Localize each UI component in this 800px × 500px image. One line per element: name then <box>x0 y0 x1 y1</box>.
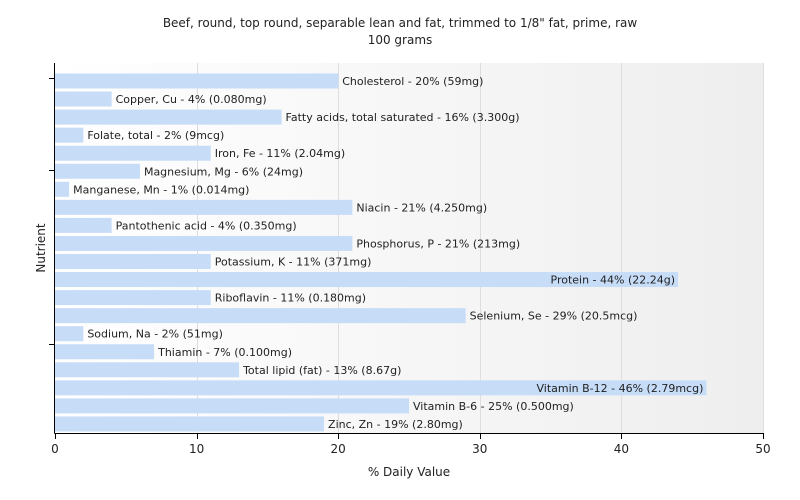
x-tick-label: 50 <box>755 442 770 456</box>
bar <box>55 326 84 342</box>
bar-label: Magnesium, Mg - 6% (24mg) <box>144 165 303 178</box>
bar <box>55 380 707 396</box>
bar-label: Vitamin B-12 - 46% (2.79mcg) <box>536 382 703 395</box>
bar <box>55 199 353 215</box>
bar-label: Total lipid (fat) - 13% (8.67g) <box>242 364 401 377</box>
bar <box>55 398 409 414</box>
bar-label: Iron, Fe - 11% (2.04mg) <box>215 147 345 160</box>
bar-label: Selenium, Se - 29% (20.5mcg) <box>470 310 638 323</box>
bar <box>55 344 155 360</box>
bar-label: Phosphorus, P - 21% (213mg) <box>356 237 520 250</box>
bar-label: Pantothenic acid - 4% (0.350mg) <box>116 219 297 232</box>
bar <box>55 235 353 251</box>
bar-label: Manganese, Mn - 1% (0.014mg) <box>73 183 249 196</box>
x-tick-label: 10 <box>189 442 204 456</box>
x-tick-label: 20 <box>331 442 346 456</box>
chart-title: Beef, round, top round, separable lean a… <box>163 16 638 30</box>
bar-label: Zinc, Zn - 19% (2.80mg) <box>328 418 463 431</box>
axes: 0 10 20 30 40 50 <box>49 63 771 456</box>
bars: Cholesterol - 20% (59mg) Copper, Cu - 4% … <box>55 73 707 432</box>
bar-label: Protein - 44% (22.24g) <box>551 274 676 287</box>
bar-label: Thiamin - 7% (0.100mg) <box>157 346 292 359</box>
bar <box>55 91 112 107</box>
x-tick-label: 0 <box>51 442 59 456</box>
bar <box>55 181 70 197</box>
bar <box>55 308 466 324</box>
bar <box>55 290 211 306</box>
bar <box>55 145 211 161</box>
bar-label: Cholesterol - 20% (59mg) <box>342 75 483 88</box>
x-tick-label: 30 <box>472 442 487 456</box>
bar <box>55 163 140 179</box>
bar <box>55 362 240 378</box>
bar <box>55 73 339 89</box>
x-axis-label: % Daily Value <box>368 465 450 479</box>
chart-subtitle: 100 grams <box>368 33 433 47</box>
x-tick-label: 40 <box>614 442 629 456</box>
bar <box>55 217 112 233</box>
y-axis-label: Nutrient <box>34 223 48 273</box>
bar-label: Riboflavin - 11% (0.180mg) <box>215 292 366 305</box>
bar-label: Folate, total - 2% (9mcg) <box>87 129 224 142</box>
bar <box>55 416 325 432</box>
bar-label: Niacin - 21% (4.250mg) <box>356 201 487 214</box>
bar <box>55 109 282 125</box>
bar-label: Copper, Cu - 4% (0.080mg) <box>116 93 267 106</box>
bar <box>55 272 679 288</box>
bar <box>55 127 84 143</box>
bar-label: Potassium, K - 11% (371mg) <box>215 256 372 269</box>
bar-label: Sodium, Na - 2% (51mg) <box>87 328 223 341</box>
bar <box>55 254 211 269</box>
bar-label: Fatty acids, total saturated - 16% (3.30… <box>286 111 520 124</box>
bar-label: Vitamin B-6 - 25% (0.500mg) <box>413 400 574 413</box>
